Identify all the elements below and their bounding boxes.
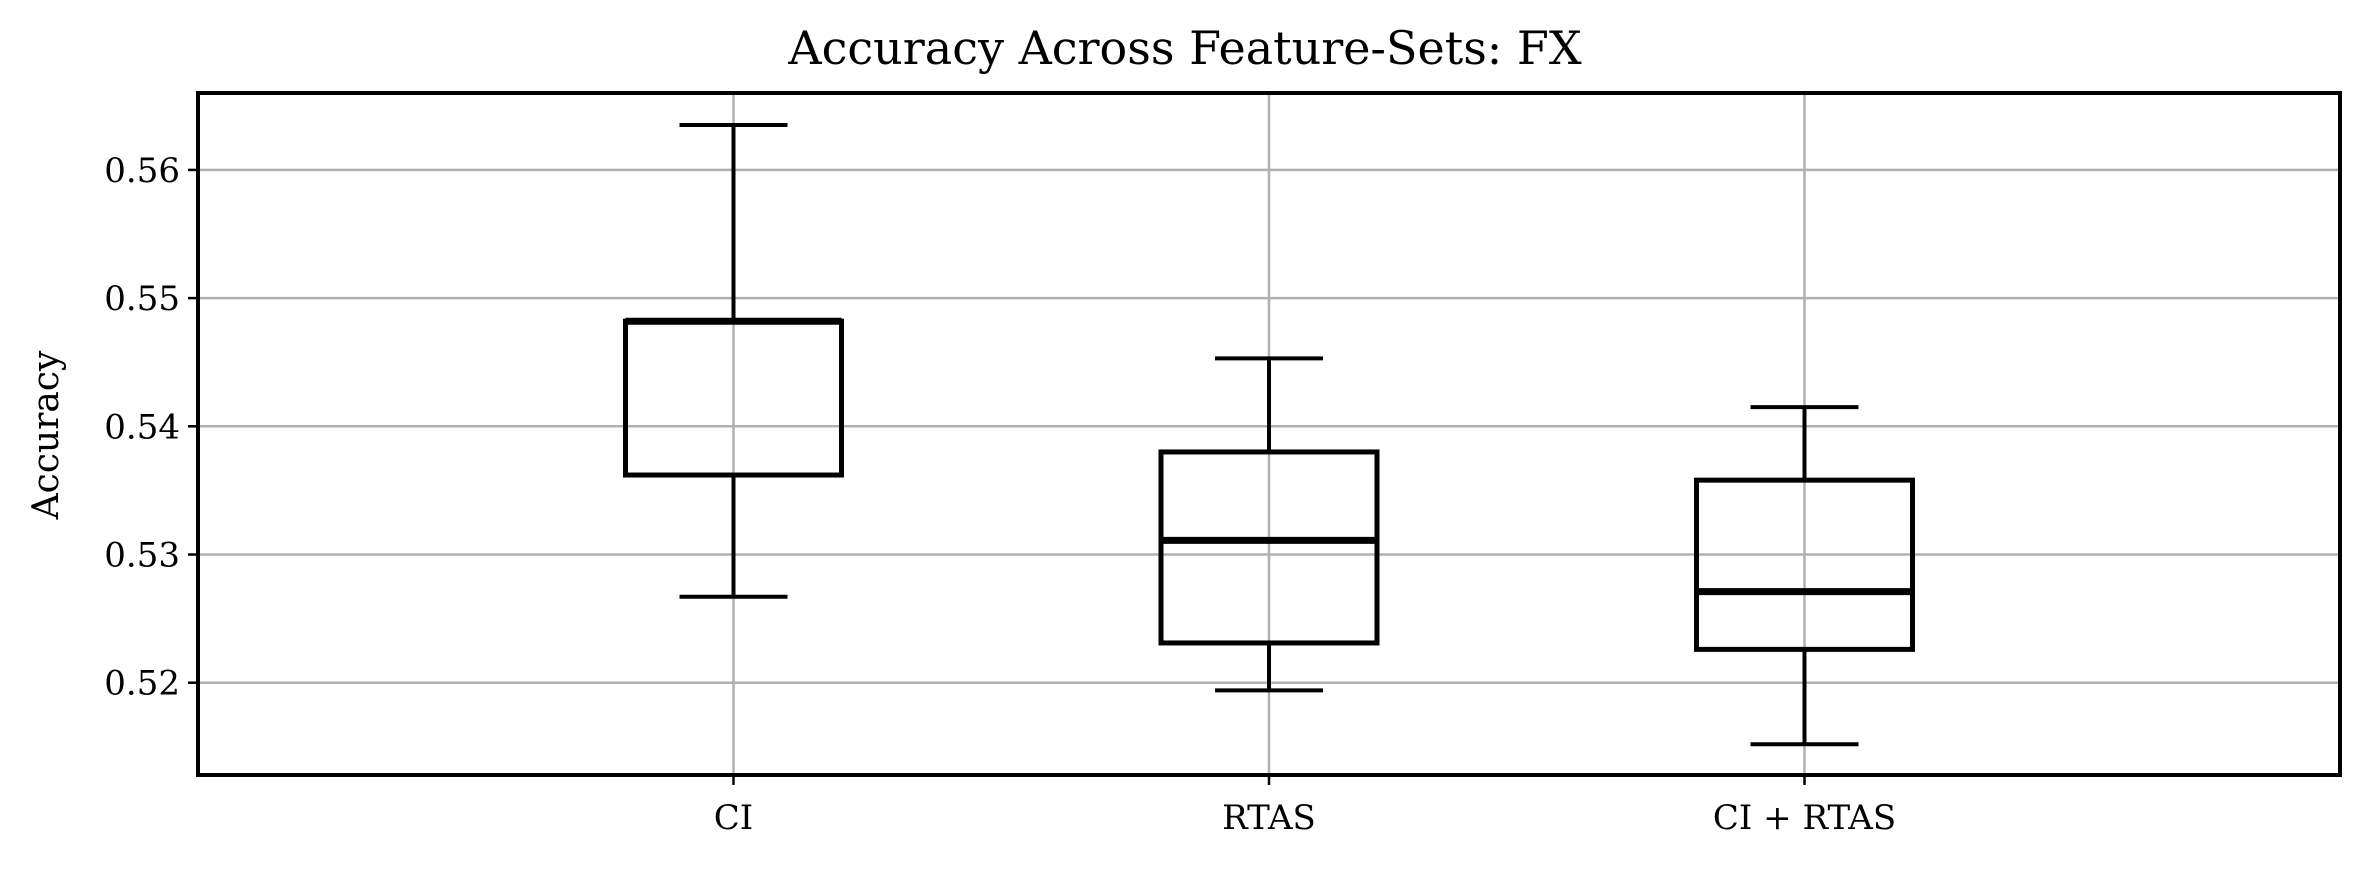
x-tick-label: CI <box>714 798 753 838</box>
y-tick-label: 0.52 <box>104 664 180 704</box>
y-tick-label: 0.56 <box>104 151 180 191</box>
box-group <box>1694 405 1915 747</box>
y-tick-label: 0.53 <box>104 536 180 576</box>
box-iqr <box>1158 449 1380 646</box>
y-axis-label: Accuracy <box>26 350 67 520</box>
box-group <box>623 123 844 599</box>
plot-area-frame <box>196 91 2342 777</box>
box-group <box>1158 356 1380 693</box>
boxes <box>623 123 1915 747</box>
x-tick-label: CI + RTAS <box>1713 798 1896 838</box>
box-iqr <box>1694 477 1915 652</box>
x-tick-label: RTAS <box>1222 798 1316 838</box>
ticks: 0.52 0.53 0.54 0.55 0.56 CI RTAS CI + RTAS <box>104 151 1896 838</box>
y-tick-label: 0.54 <box>104 407 180 447</box>
chart-title: Accuracy Across Feature-Sets: FX <box>787 21 1581 75</box>
y-tick-label: 0.55 <box>104 279 180 319</box>
